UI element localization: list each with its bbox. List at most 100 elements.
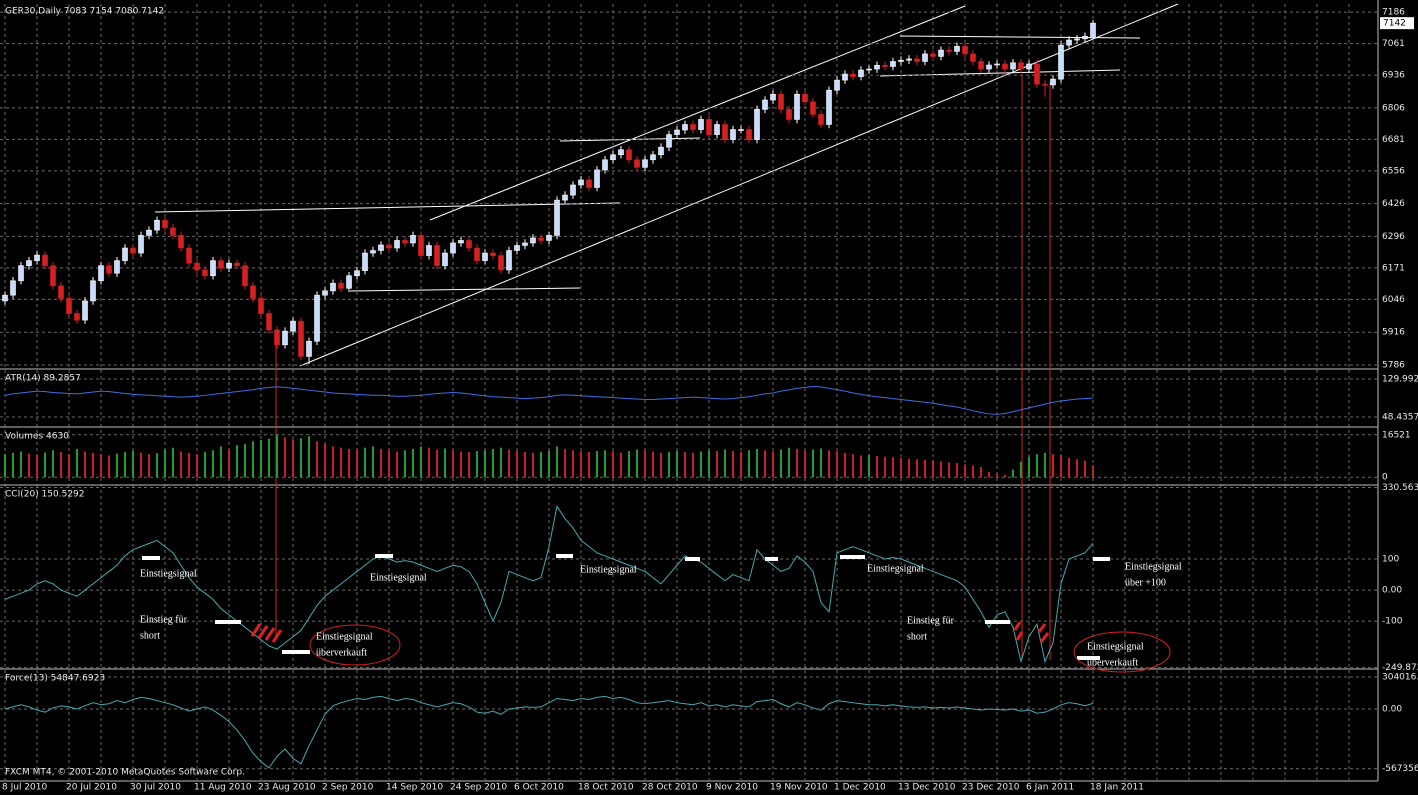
candle-body [58, 285, 64, 299]
candle-body [1026, 63, 1032, 70]
candle-body [634, 159, 640, 168]
candle-body [1018, 62, 1024, 70]
candle-body [954, 46, 960, 52]
volume-bar [188, 452, 190, 478]
x-tick-label: 6 Jan 2011 [1026, 783, 1074, 793]
hatch-stroke [250, 623, 262, 637]
annotation: short [140, 630, 160, 641]
y-tick-label: 6046 [1382, 295, 1405, 305]
y-tick-label: -249.872 [1382, 663, 1418, 673]
volume-bar [516, 451, 518, 478]
volume-bar [76, 448, 78, 478]
last-price: 7142 [1383, 19, 1406, 29]
candle-body [154, 219, 160, 231]
volume-bar [844, 452, 846, 478]
volume-bar [268, 438, 270, 478]
volume-bar [196, 454, 198, 478]
volume-bar [548, 451, 550, 478]
annotations: Einstiegsignal Einstieg für short Einstiegs… [140, 561, 1182, 668]
candle-body [674, 129, 680, 135]
candle-body [1050, 78, 1056, 86]
candle-body [442, 252, 448, 266]
pane-title: Volumes 4630 [5, 432, 69, 442]
hatch-stroke [1013, 621, 1022, 631]
candle-body [1034, 63, 1040, 85]
candle-body [10, 280, 16, 296]
candle-body [434, 245, 440, 266]
volume-bar [212, 450, 214, 478]
volume-bar [428, 447, 430, 478]
volume-bar [828, 450, 830, 478]
volume-bar [972, 465, 974, 478]
candle-body [1042, 83, 1048, 86]
candle-body [690, 124, 696, 130]
volume-bar [1060, 455, 1062, 478]
candle-body [650, 154, 656, 161]
volume-bar [12, 452, 14, 478]
volume-bar [1068, 457, 1070, 478]
volume-bar [596, 451, 598, 478]
volume-bar [820, 448, 822, 478]
volume-bar [892, 457, 894, 478]
candle-body [498, 255, 504, 271]
candle-body [522, 242, 528, 246]
volume-bar [868, 454, 870, 478]
volume-bar [420, 446, 422, 478]
trend-line [299, 3, 1179, 367]
volume-bar [460, 451, 462, 478]
y-tick-label: 5916 [1382, 328, 1405, 338]
x-tick-label: 8 Jul 2010 [2, 783, 47, 793]
volume-bar [940, 461, 942, 478]
candle-body [2, 294, 8, 302]
x-tick-label: 11 Aug 2010 [194, 783, 252, 793]
volume-bar [332, 446, 334, 478]
volume-bar [364, 447, 366, 478]
candle-body [786, 109, 792, 120]
volume-bar [604, 450, 606, 478]
candle-body [946, 49, 952, 52]
volume-bar [444, 448, 446, 478]
volume-bar [556, 446, 558, 478]
candle-body [290, 320, 296, 332]
candle-body [354, 270, 360, 277]
candle-body [66, 298, 72, 314]
candle-body [1090, 22, 1096, 39]
volume-bar [852, 454, 854, 478]
candle-body [730, 129, 736, 140]
pane: 7186 7061 6936 6806 6681 6556 6426 6296 6171 6046… [0, 7, 1414, 793]
candle-body [1082, 35, 1088, 40]
annotation: Einstiegsignal [867, 563, 924, 574]
volume-bar [1076, 459, 1078, 478]
candle-body [978, 61, 984, 70]
candle-body [26, 260, 32, 266]
volume-bar [396, 451, 398, 478]
hatch-stroke [264, 627, 276, 641]
volume-bar [564, 448, 566, 478]
candle-body [370, 250, 376, 254]
candle-body [994, 63, 1000, 66]
volume-bar [860, 455, 862, 478]
volume-bar [836, 451, 838, 478]
annotation: Einstiegsignal [316, 631, 373, 642]
candle-body [722, 124, 728, 140]
volume-bar [1004, 474, 1006, 478]
volume-bar [140, 452, 142, 478]
candle-body [1002, 63, 1008, 70]
volume-bar [580, 451, 582, 478]
volume-bar [292, 439, 294, 478]
candle-body [138, 235, 144, 254]
volume-bar [1036, 454, 1038, 478]
candle-body [386, 244, 392, 249]
candle-body [626, 149, 632, 161]
volume-bar [36, 454, 38, 478]
indicator-line [4, 385, 1094, 415]
y-tick-label: 6556 [1382, 166, 1405, 176]
volume-bar [180, 451, 182, 478]
candle-body [50, 265, 56, 287]
cci-marks [142, 554, 1171, 673]
volume-bar [220, 446, 222, 478]
trend-line [154, 202, 621, 213]
x-tick-label: 9 Nov 2010 [706, 783, 758, 793]
volume-bar [884, 456, 886, 478]
